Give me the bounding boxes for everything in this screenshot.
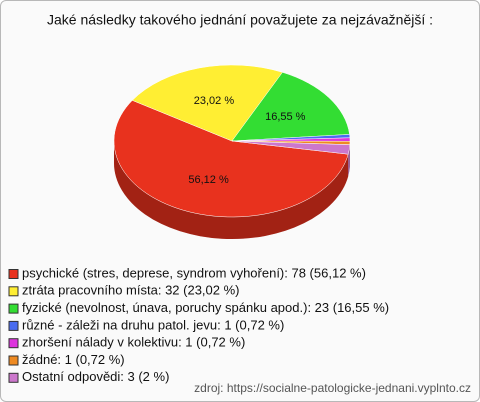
- legend-swatch: [8, 303, 19, 314]
- slice: [231, 72, 350, 142]
- legend-label: zhoršení nálady v kolektivu: 1 (0,72 %): [22, 335, 245, 350]
- chart-title: Jaké následky takového jednání považujet…: [47, 12, 433, 28]
- legend-swatch: [8, 355, 19, 366]
- slice-side-shade: [348, 144, 350, 177]
- legend-swatch: [8, 269, 19, 279]
- legend-label: fyzické (nevolnost, únava, poruchy spánk…: [22, 300, 389, 315]
- slice-side-shade: [114, 141, 349, 239]
- legend-swatch: [8, 286, 19, 297]
- source-note: zdroj: https://socialne-patologicke-jedn…: [194, 381, 471, 395]
- slice-side: [114, 141, 349, 239]
- slice-label: 23,02 %: [194, 95, 235, 107]
- slice-side: [348, 144, 350, 177]
- legend-label: žádné: 1 (0,72 %): [22, 352, 125, 367]
- slice: [113, 100, 349, 218]
- slice: [131, 64, 283, 142]
- slice-label: 16,55 %: [265, 111, 306, 123]
- slice-label: 56,12 %: [188, 174, 229, 186]
- slice: [231, 140, 351, 155]
- legend-label: různé - záleži na druhu patol. jevu: 1 (…: [22, 317, 284, 332]
- legend-swatch: [8, 320, 19, 331]
- legend-label: Ostatní odpovědi: 3 (2 %): [22, 369, 169, 384]
- legend-label: ztráta pracovního místa: 32 (23,02 %): [22, 283, 240, 298]
- legend-label: psychické (stres, deprese, syndrom vyhoř…: [22, 265, 366, 280]
- legend-swatch: [8, 338, 19, 349]
- legend-swatch: [8, 372, 19, 383]
